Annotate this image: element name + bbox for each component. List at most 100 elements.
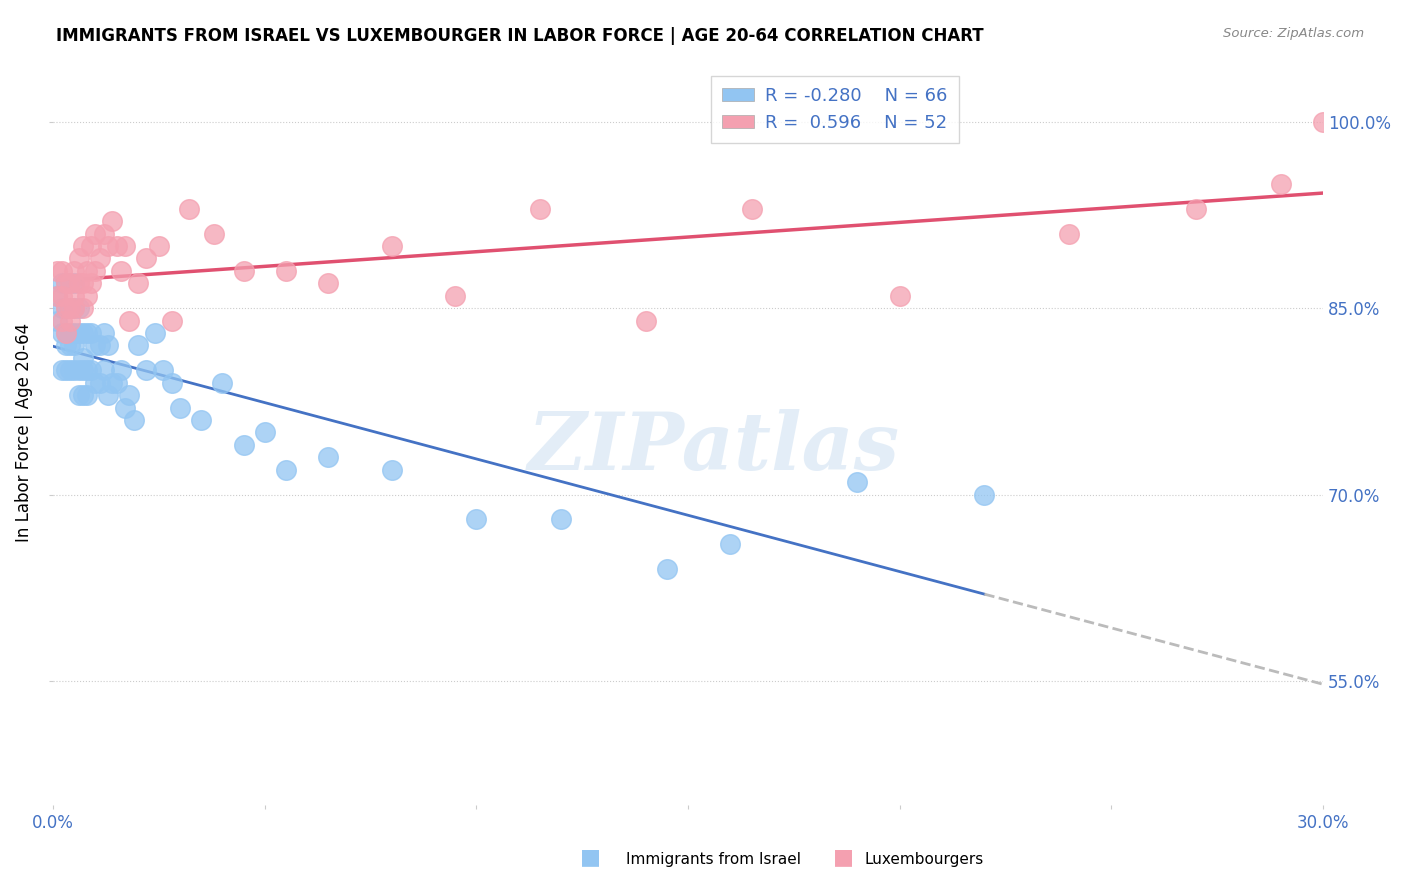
- Point: [97, 239, 120, 253]
- Point: [110, 363, 132, 377]
- Point: [101, 214, 124, 228]
- Point: [67, 363, 90, 377]
- Point: [105, 239, 128, 253]
- Point: [51, 363, 73, 377]
- Point: [72, 351, 94, 365]
- Point: [63, 301, 86, 316]
- Point: [114, 239, 136, 253]
- Point: [63, 277, 86, 291]
- Point: [89, 252, 111, 266]
- Point: [253, 425, 276, 440]
- Point: [59, 277, 82, 291]
- Point: [381, 239, 404, 253]
- Point: [465, 512, 488, 526]
- Point: [80, 239, 103, 253]
- Point: [80, 326, 103, 340]
- Text: ■: ■: [581, 847, 600, 867]
- Point: [634, 313, 657, 327]
- Point: [135, 363, 157, 377]
- Point: [59, 301, 82, 316]
- Point: [46, 313, 69, 327]
- Point: [89, 338, 111, 352]
- Point: [274, 264, 297, 278]
- Point: [114, 401, 136, 415]
- Point: [55, 277, 77, 291]
- Point: [93, 363, 115, 377]
- Point: [846, 475, 869, 490]
- Point: [84, 338, 107, 352]
- Point: [46, 289, 69, 303]
- Point: [1270, 177, 1292, 191]
- Point: [127, 338, 149, 352]
- Point: [76, 363, 98, 377]
- Point: [720, 537, 742, 551]
- Text: ■: ■: [834, 847, 853, 867]
- Point: [63, 264, 86, 278]
- Point: [55, 338, 77, 352]
- Point: [1312, 114, 1334, 128]
- Point: [55, 301, 77, 316]
- Point: [143, 326, 166, 340]
- Point: [1185, 202, 1208, 216]
- Point: [76, 388, 98, 402]
- Point: [63, 338, 86, 352]
- Point: [101, 376, 124, 390]
- Point: [741, 202, 763, 216]
- Point: [318, 450, 340, 465]
- Point: [80, 363, 103, 377]
- Point: [67, 301, 90, 316]
- Point: [59, 301, 82, 316]
- Point: [655, 562, 678, 576]
- Y-axis label: In Labor Force | Age 20-64: In Labor Force | Age 20-64: [15, 323, 32, 542]
- Point: [232, 438, 254, 452]
- Point: [135, 252, 157, 266]
- Point: [148, 239, 170, 253]
- Point: [152, 363, 174, 377]
- Point: [973, 488, 995, 502]
- Point: [160, 376, 183, 390]
- Point: [889, 289, 911, 303]
- Point: [93, 227, 115, 241]
- Point: [76, 264, 98, 278]
- Point: [72, 239, 94, 253]
- Point: [46, 289, 69, 303]
- Point: [202, 227, 225, 241]
- Point: [110, 264, 132, 278]
- Point: [72, 301, 94, 316]
- Point: [67, 277, 90, 291]
- Point: [118, 388, 141, 402]
- Point: [1057, 227, 1080, 241]
- Point: [122, 413, 145, 427]
- Point: [63, 326, 86, 340]
- Point: [381, 463, 404, 477]
- Point: [67, 252, 90, 266]
- Point: [105, 376, 128, 390]
- Legend: R = -0.280    N = 66, R =  0.596    N = 52: R = -0.280 N = 66, R = 0.596 N = 52: [711, 76, 959, 143]
- Text: Immigrants from Israel: Immigrants from Israel: [626, 852, 800, 867]
- Point: [55, 277, 77, 291]
- Point: [84, 227, 107, 241]
- Text: IMMIGRANTS FROM ISRAEL VS LUXEMBOURGER IN LABOR FORCE | AGE 20-64 CORRELATION CH: IMMIGRANTS FROM ISRAEL VS LUXEMBOURGER I…: [56, 27, 984, 45]
- Point: [97, 338, 120, 352]
- Point: [55, 326, 77, 340]
- Point: [63, 363, 86, 377]
- Point: [76, 289, 98, 303]
- Point: [177, 202, 200, 216]
- Point: [59, 313, 82, 327]
- Point: [127, 277, 149, 291]
- Point: [118, 313, 141, 327]
- Point: [84, 264, 107, 278]
- Point: [93, 326, 115, 340]
- Point: [169, 401, 191, 415]
- Point: [72, 388, 94, 402]
- Point: [51, 326, 73, 340]
- Point: [318, 277, 340, 291]
- Point: [84, 376, 107, 390]
- Point: [72, 277, 94, 291]
- Point: [59, 326, 82, 340]
- Point: [51, 277, 73, 291]
- Point: [80, 277, 103, 291]
- Point: [55, 326, 77, 340]
- Text: Source: ZipAtlas.com: Source: ZipAtlas.com: [1223, 27, 1364, 40]
- Point: [72, 326, 94, 340]
